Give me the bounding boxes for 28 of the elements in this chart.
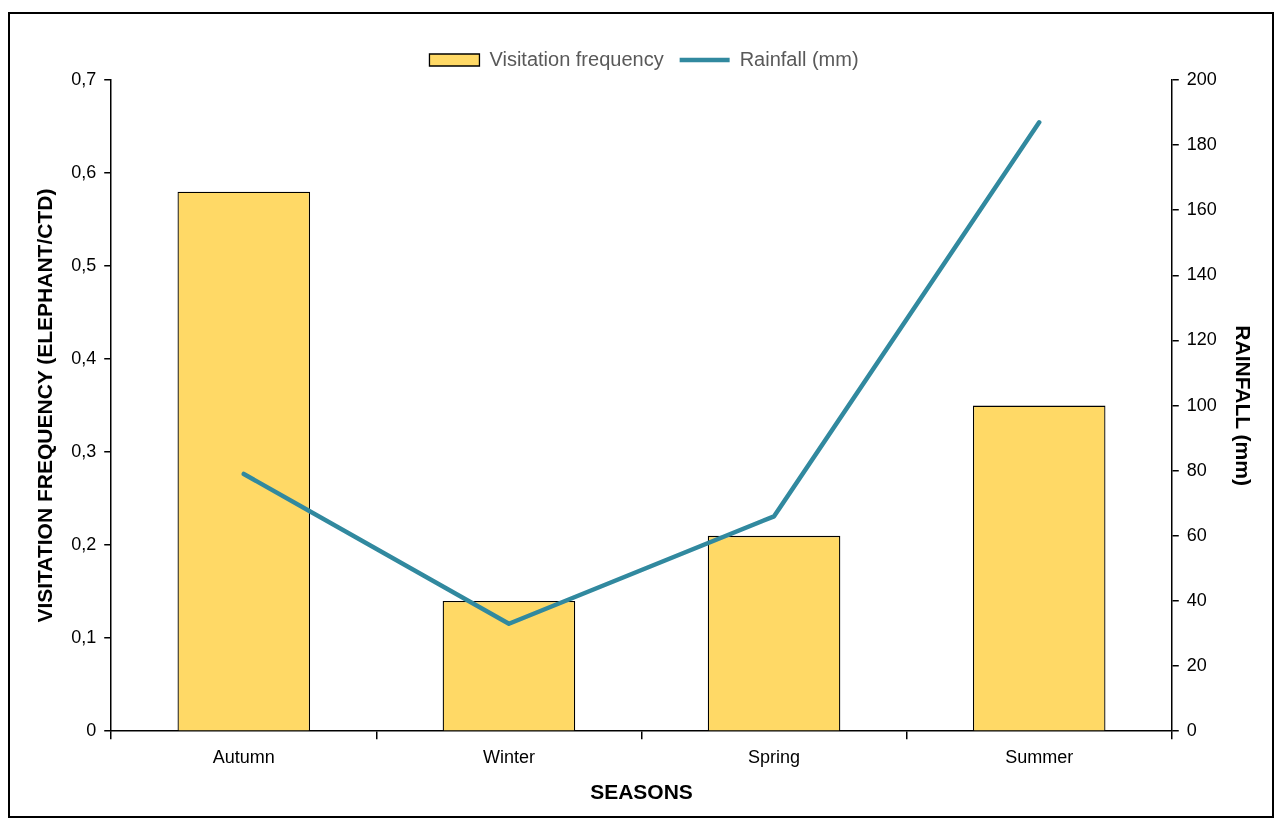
legend-label: Rainfall (mm) <box>739 47 859 70</box>
y2-tick-label: 40 <box>1186 589 1207 610</box>
x-tick-label: Summer <box>1005 746 1074 767</box>
y-tick-label: 0,3 <box>71 441 97 462</box>
y-tick-label: 0,2 <box>71 534 97 555</box>
y-tick-label: 0,5 <box>71 255 97 276</box>
y-axis-title: VISITATION FREQUENCY (ELEPHANT/CTD) <box>33 188 57 623</box>
y2-tick-label: 60 <box>1186 524 1207 545</box>
y-tick-label: 0,1 <box>71 627 97 648</box>
y-tick-label: 0 <box>86 720 97 741</box>
x-tick-label: Winter <box>482 746 535 767</box>
y-tick-label: 0,7 <box>71 68 97 89</box>
y2-tick-label: 20 <box>1186 655 1207 676</box>
y2-tick-label: 160 <box>1186 199 1217 220</box>
x-axis-title: SEASONS <box>590 780 693 804</box>
y2-tick-label: 80 <box>1186 459 1207 480</box>
y2-tick-label: 0 <box>1186 720 1197 741</box>
y-tick-label: 0,4 <box>71 348 97 369</box>
y2-tick-label: 200 <box>1186 68 1217 89</box>
y2-tick-label: 140 <box>1186 264 1217 285</box>
x-tick-label: Spring <box>748 746 801 767</box>
x-tick-label: Autumn <box>212 746 275 767</box>
y2-tick-label: 180 <box>1186 134 1217 155</box>
y2-axis-title: RAINFALL (mm) <box>1231 325 1255 486</box>
y-tick-label: 0,6 <box>71 162 97 182</box>
y2-tick-label: 100 <box>1186 394 1217 415</box>
y2-tick-label: 120 <box>1186 329 1217 350</box>
legend-label: Visitation frequency <box>489 47 664 70</box>
